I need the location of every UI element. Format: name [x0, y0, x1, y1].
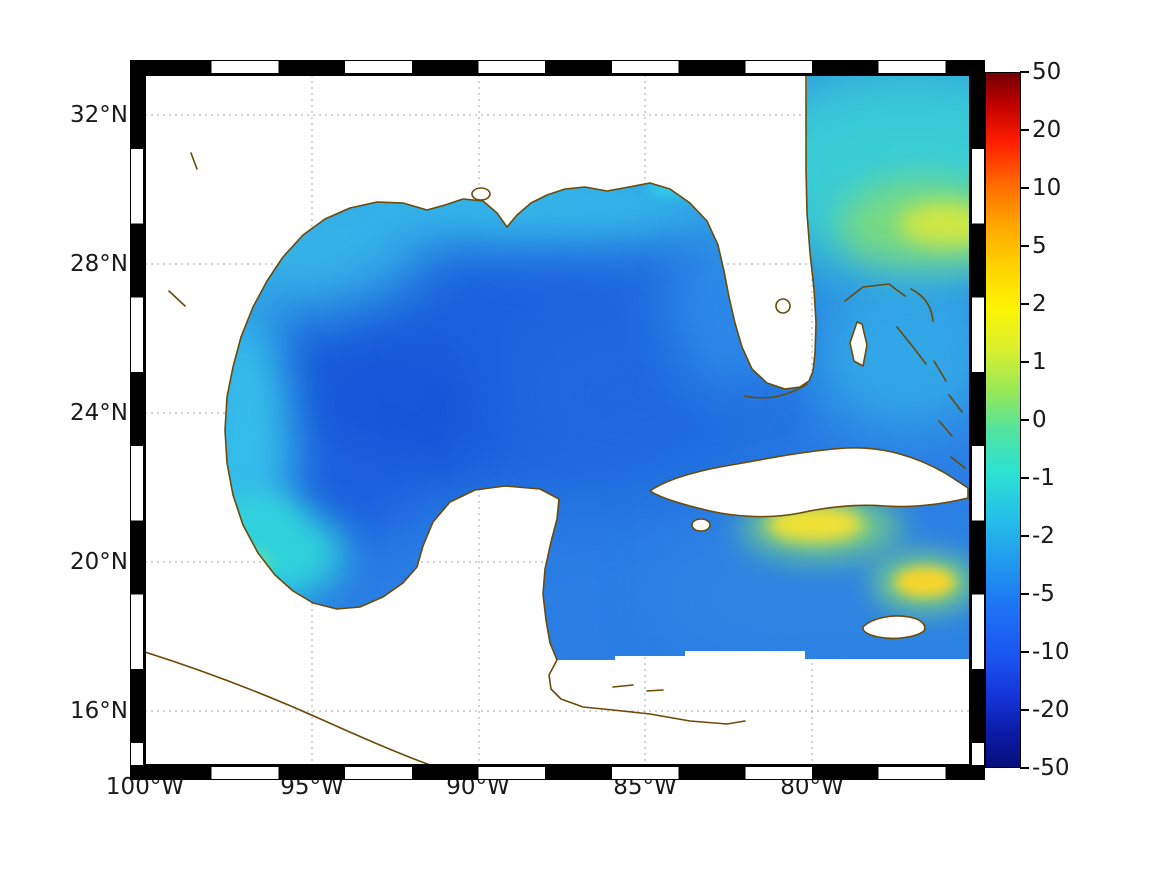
axes-box [145, 75, 970, 765]
isla-juventud-island [691, 518, 711, 532]
colorbar-tick-label: 0 [1032, 407, 1047, 433]
islands [471, 187, 969, 640]
colorbar [985, 72, 1021, 768]
frame-right [971, 74, 985, 766]
colorbar-tick-label: -5 [1032, 581, 1055, 607]
colorbar-tick-label: -50 [1032, 755, 1070, 781]
gulf-coastline [224, 75, 817, 725]
pacific-coastline [145, 651, 431, 765]
map-canvas [145, 75, 970, 765]
frame-corner [130, 60, 144, 74]
y-tick-label: 20°N [70, 549, 128, 575]
frame-corner [971, 766, 985, 780]
lake-pontchartrain [471, 187, 491, 201]
frame-bottom [144, 766, 971, 780]
lake-okeechobee [775, 298, 791, 314]
colorbar-tick-label: 50 [1032, 59, 1062, 85]
frame-top [144, 60, 971, 74]
y-tick-label: 24°N [70, 400, 128, 426]
bahamas-coastline [844, 283, 966, 469]
cuba-island [649, 446, 969, 518]
colorbar-tick-label: -10 [1032, 639, 1070, 665]
colorbar-tick-label: 2 [1032, 291, 1047, 317]
colorbar-tick-label: 1 [1032, 349, 1047, 375]
ocean-heatmap [225, 75, 970, 660]
honduras-cays-coastline [612, 684, 664, 692]
colorbar-tick-label: 5 [1032, 233, 1047, 259]
jamaica-island [862, 615, 926, 640]
colorbar-tick-label: 10 [1032, 175, 1062, 201]
colorbar-tick-label: -2 [1032, 523, 1055, 549]
y-tick-label: 32°N [70, 102, 128, 128]
map-plot [130, 60, 985, 780]
colorbar-tick-label: 20 [1032, 117, 1062, 143]
colorbar-tick-label: -1 [1032, 465, 1055, 491]
frame-corner [130, 766, 144, 780]
florida-keys-coastline [744, 383, 808, 399]
frame-corner [971, 60, 985, 74]
frame-left [130, 74, 144, 766]
colorbar-tick-label: -20 [1032, 697, 1070, 723]
y-tick-label: 16°N [70, 698, 128, 724]
coastline [145, 75, 966, 765]
andros-island [849, 321, 868, 367]
y-tick-label: 28°N [70, 251, 128, 277]
rivers [168, 152, 198, 307]
